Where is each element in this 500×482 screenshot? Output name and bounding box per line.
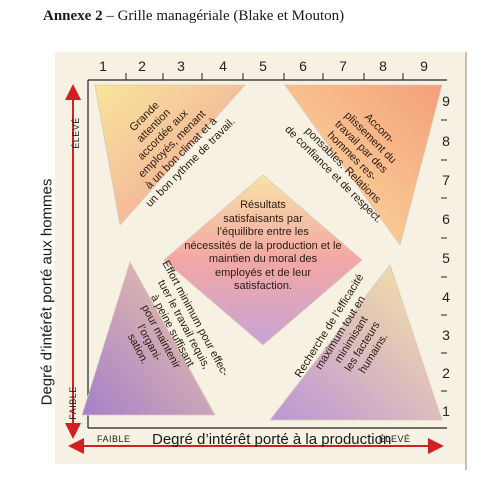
- triangle-bottom-right: [269, 264, 443, 421]
- right-ticks: [441, 119, 447, 392]
- y-low-label: FAIBLE: [67, 386, 78, 420]
- x-low-label: FAIBLE: [97, 434, 131, 444]
- y-axis-title: Degré d’intérêt porté aux hommes: [38, 178, 56, 406]
- x-tick-2: 2: [138, 58, 146, 74]
- heading-title: – Grille managériale (Blake et Mouton): [102, 8, 345, 24]
- x-tick-7: 7: [339, 58, 347, 74]
- x-axis-title: Degré d’intérêt porté à la production: [152, 431, 392, 448]
- triangle-top-right: [284, 84, 443, 246]
- panel-edge: [465, 52, 467, 470]
- x-high-label: ÉLEVÉ: [379, 434, 411, 444]
- y-tick-8: 8: [442, 133, 450, 149]
- diamond-center: [163, 174, 363, 346]
- style-center-text: Résultats satisfaisants par l’équilibre …: [184, 198, 342, 292]
- y-tick-2: 2: [442, 365, 450, 381]
- x-tick-5: 5: [259, 58, 267, 74]
- y-tick-6: 6: [442, 211, 450, 227]
- y-tick-4: 4: [442, 289, 450, 305]
- triangle-top-left: [94, 84, 246, 226]
- y-tick-3: 3: [442, 327, 450, 343]
- triangle-bottom-left: [81, 260, 216, 416]
- x-tick-1: 1: [99, 58, 107, 74]
- y-tick-7: 7: [442, 172, 450, 188]
- y-tick-9: 9: [442, 93, 450, 109]
- heading-prefix: Annexe 2: [43, 8, 103, 24]
- y-tick-5: 5: [442, 250, 450, 266]
- y-tick-1: 1: [442, 403, 450, 419]
- x-tick-6: 6: [299, 58, 307, 74]
- x-tick-4: 4: [219, 58, 227, 74]
- y-high-label: ÉLEVÉ: [70, 117, 81, 149]
- x-tick-3: 3: [177, 58, 185, 74]
- x-tick-8: 8: [379, 58, 387, 74]
- top-ticks: [125, 73, 404, 80]
- page-heading: Annexe 2 – Grille managériale (Blake et …: [43, 8, 344, 25]
- x-tick-9: 9: [420, 58, 428, 74]
